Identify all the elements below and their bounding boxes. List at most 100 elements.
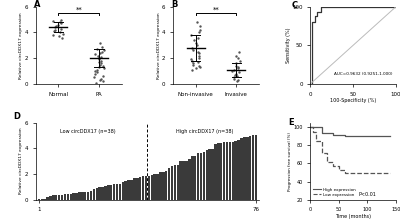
Bar	[139, 177, 142, 200]
Bar	[191, 156, 194, 200]
Point	[188, 33, 194, 37]
Point	[236, 50, 242, 54]
Bar	[84, 192, 86, 200]
Bar	[246, 137, 248, 200]
X-axis label: Time (months): Time (months)	[335, 214, 371, 219]
Bar	[223, 142, 225, 200]
Point	[57, 20, 63, 24]
Point	[58, 18, 64, 21]
Point	[190, 63, 196, 66]
Point	[233, 54, 240, 57]
Text: Low circDDX17 (n=38): Low circDDX17 (n=38)	[60, 129, 116, 134]
Point	[60, 32, 66, 36]
Point	[193, 67, 200, 70]
Bar	[93, 189, 95, 200]
Bar	[217, 143, 220, 200]
Bar	[194, 156, 196, 200]
Point	[194, 44, 200, 47]
Point	[233, 61, 239, 65]
Y-axis label: Relative circDDX17 expression: Relative circDDX17 expression	[20, 12, 24, 79]
Bar	[206, 150, 208, 200]
Point	[92, 72, 98, 75]
Bar	[67, 194, 69, 200]
Bar	[220, 143, 222, 200]
Point	[97, 41, 104, 44]
Point	[234, 79, 240, 83]
Bar	[243, 137, 246, 200]
Bar	[211, 149, 214, 200]
Point	[190, 49, 196, 52]
Bar	[130, 180, 133, 200]
Point	[235, 65, 242, 69]
Text: **: **	[213, 7, 219, 13]
Point	[189, 46, 196, 50]
Bar	[122, 182, 124, 200]
Bar	[180, 161, 182, 200]
Bar	[162, 172, 164, 200]
Y-axis label: Relative circDDX17 expression: Relative circDDX17 expression	[157, 12, 161, 79]
Point	[195, 60, 202, 64]
Point	[100, 49, 107, 52]
Point	[96, 65, 103, 69]
Point	[93, 81, 99, 84]
Point	[196, 31, 202, 34]
Point	[231, 68, 237, 71]
Y-axis label: Sensitivity (%): Sensitivity (%)	[286, 28, 291, 63]
Point	[100, 79, 106, 83]
Point	[188, 58, 194, 61]
Point	[229, 69, 235, 73]
Bar	[200, 153, 202, 200]
Point	[188, 59, 195, 63]
Bar	[110, 185, 112, 200]
Bar	[182, 161, 185, 200]
Bar	[255, 135, 257, 200]
Point	[51, 29, 57, 33]
Text: B: B	[171, 0, 178, 9]
Point	[237, 59, 243, 63]
Point	[231, 73, 238, 77]
Bar	[81, 192, 84, 200]
Bar	[240, 138, 243, 200]
Bar	[203, 152, 205, 200]
Point	[50, 19, 56, 23]
Point	[190, 61, 196, 65]
Text: C: C	[292, 1, 298, 10]
Bar	[249, 136, 252, 200]
Point	[235, 56, 241, 60]
Point	[58, 22, 64, 25]
Point	[94, 68, 100, 71]
Point	[196, 54, 202, 57]
Bar	[214, 144, 217, 200]
Point	[98, 77, 104, 81]
Bar	[174, 165, 176, 200]
Bar	[40, 199, 43, 200]
Bar	[127, 180, 130, 200]
Point	[97, 63, 104, 66]
Bar	[159, 172, 162, 200]
Bar	[113, 184, 115, 200]
Point	[189, 68, 195, 71]
Point	[52, 28, 58, 32]
Text: **: **	[76, 7, 82, 13]
Bar	[49, 196, 52, 200]
Point	[235, 67, 241, 70]
Point	[231, 76, 237, 79]
Point	[55, 34, 62, 38]
Bar	[116, 184, 118, 200]
Bar	[145, 176, 147, 200]
Bar	[234, 141, 237, 200]
Point	[236, 71, 242, 74]
Bar	[90, 191, 92, 200]
Bar	[78, 192, 81, 200]
Point	[96, 51, 103, 55]
Bar	[136, 178, 138, 200]
Bar	[133, 178, 136, 200]
Text: P<0.01: P<0.01	[359, 192, 377, 197]
Text: A: A	[34, 0, 40, 9]
Point	[191, 38, 198, 42]
Point	[52, 24, 59, 28]
Point	[96, 60, 103, 64]
Bar	[156, 174, 159, 200]
Bar	[96, 188, 98, 200]
Bar	[197, 153, 199, 200]
